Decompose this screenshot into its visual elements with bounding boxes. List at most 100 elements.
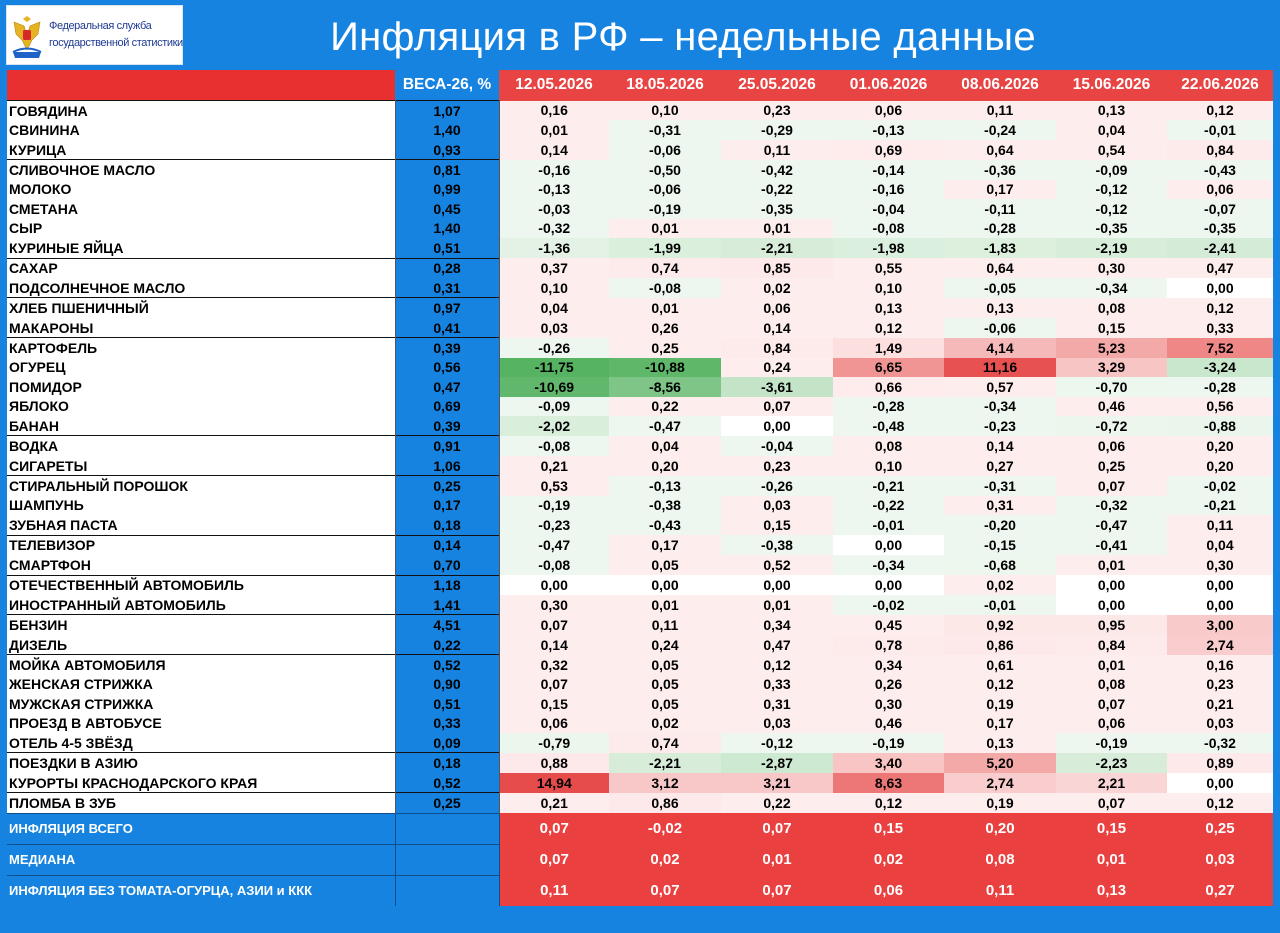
summary-name: ИНФЛЯЦИЯ БЕЗ ТОМАТА-ОГУРЦА, АЗИИ и ККК — [7, 874, 395, 906]
logo-line-2: государственной статистики — [49, 37, 183, 49]
item-value: -0,13 — [833, 120, 944, 140]
item-name: ПОЕЗДКИ В АЗИЮ — [7, 752, 396, 773]
item-value: 0,07 — [1056, 792, 1167, 814]
summary-value: 0,25 — [1167, 813, 1273, 845]
item-weight: 1,40 — [395, 120, 500, 140]
item-value: 0,12 — [833, 792, 944, 814]
table-row: КУРИЦА 0,93 0,14 -0,06 0,11 0,69 0,64 0,54 0,84 — [7, 139, 1273, 160]
item-value: 3,12 — [609, 772, 721, 793]
item-value: 0,33 — [721, 674, 833, 695]
item-value: 0,21 — [1167, 694, 1273, 714]
item-weight: 0,41 — [395, 317, 500, 338]
inflation-table: ВЕСА-26, % 12.05.2026 18.05.2026 25.05.202… — [7, 70, 1273, 906]
item-value: 0,04 — [609, 435, 721, 456]
item-value: 0,24 — [609, 634, 721, 655]
item-value: -2,19 — [1056, 238, 1167, 258]
item-value: -0,04 — [833, 199, 944, 219]
item-value: 3,21 — [721, 772, 833, 793]
item-value: 0,03 — [721, 495, 833, 516]
header-date: 25.05.2026 — [721, 70, 833, 101]
item-value: 14,94 — [499, 772, 609, 793]
item-weight: 0,28 — [395, 257, 500, 278]
item-value: 3,29 — [1056, 357, 1167, 378]
item-weight: 0,22 — [395, 634, 500, 655]
item-value: -0,06 — [609, 179, 721, 200]
item-value: 0,11 — [609, 614, 721, 635]
summary-value: 0,07 — [609, 875, 721, 906]
item-value: 0,16 — [1167, 654, 1273, 675]
header-bar: Федеральная служба государственной стати… — [0, 0, 1280, 70]
item-weight: 0,25 — [395, 475, 500, 496]
item-value: 5,20 — [944, 752, 1056, 773]
item-weight: 0,70 — [395, 555, 500, 575]
item-value: -0,26 — [499, 337, 609, 358]
item-weight: 0,90 — [395, 674, 500, 695]
table-row: СМЕТАНА 0,45 -0,03 -0,19 -0,35 -0,04 -0,11 -0,1… — [7, 199, 1273, 219]
item-value: 0,47 — [1167, 258, 1273, 278]
item-value: 0,14 — [721, 317, 833, 338]
item-value: -1,98 — [833, 238, 944, 258]
item-value: 0,20 — [609, 455, 721, 476]
item-value: 0,06 — [833, 100, 944, 121]
item-name: САХАР — [7, 257, 396, 278]
item-value: -0,38 — [609, 495, 721, 516]
item-weight: 0,81 — [395, 159, 500, 180]
summary-value: 0,02 — [609, 844, 721, 876]
item-value: 0,10 — [833, 277, 944, 298]
item-value: -0,35 — [1056, 218, 1167, 239]
item-value: 0,06 — [1056, 435, 1167, 456]
table-row: ЗУБНАЯ ПАСТА 0,18 -0,23 -0,43 0,15 -0,01 -0,20… — [7, 515, 1273, 536]
item-value: 0,46 — [833, 713, 944, 733]
item-value: 0,06 — [499, 713, 609, 733]
item-value: 0,15 — [721, 515, 833, 536]
item-value: 0,00 — [833, 575, 944, 595]
item-value: -0,07 — [1167, 199, 1273, 219]
item-value: 0,03 — [721, 713, 833, 733]
item-value: 0,03 — [1167, 713, 1273, 733]
item-value: 0,04 — [1167, 535, 1273, 556]
item-name: КУРОРТЫ КРАСНОДАРСКОГО КРАЯ — [7, 772, 396, 793]
item-value: 0,12 — [1167, 100, 1273, 121]
item-value: -10,69 — [499, 377, 609, 397]
item-name: ЖЕНСКАЯ СТРИЖКА — [7, 674, 396, 695]
header-date: 12.05.2026 — [499, 70, 609, 101]
item-value: -0,03 — [499, 199, 609, 219]
summary-value: 0,02 — [833, 844, 944, 876]
item-value: 0,11 — [1167, 515, 1273, 536]
table-row: ГОВЯДИНА 1,07 0,16 0,10 0,23 0,06 0,11 0,13 0,12 — [7, 100, 1273, 121]
table-row: ОТЕЧЕСТВЕННЫЙ АВТОМОБИЛЬ 1,18 0,00 0,00 0,00… — [7, 574, 1273, 595]
item-value: -2,21 — [609, 752, 721, 773]
item-value: 4,14 — [944, 337, 1056, 358]
table-row: ПЛОМБА В ЗУБ 0,25 0,21 0,86 0,22 0,12 0,19 0,07… — [7, 792, 1273, 814]
summary-value: 0,07 — [499, 844, 609, 876]
item-name: ПОДСОЛНЕЧНОЕ МАСЛО — [7, 277, 396, 298]
table-row: ЯБЛОКО 0,69 -0,09 0,22 0,07 -0,28 -0,34 0,46 0,5… — [7, 396, 1273, 416]
item-value: -3,24 — [1167, 357, 1273, 378]
item-weight: 0,17 — [395, 495, 500, 516]
item-name: КАРТОФЕЛЬ — [7, 337, 396, 358]
summary-value: 0,15 — [1056, 813, 1167, 845]
item-name: СЛИВОЧНОЕ МАСЛО — [7, 159, 396, 180]
item-value: 0,25 — [609, 337, 721, 358]
item-value: 0,19 — [944, 792, 1056, 814]
summary-value: 0,15 — [833, 813, 944, 845]
item-value: -10,88 — [609, 357, 721, 378]
summary-value: 0,07 — [721, 875, 833, 906]
item-value: -1,36 — [499, 238, 609, 258]
item-value: 0,85 — [721, 258, 833, 278]
item-name: СЫР — [7, 218, 396, 239]
item-value: -0,01 — [1167, 120, 1273, 140]
item-value: -0,08 — [499, 555, 609, 575]
item-value: 0,03 — [499, 317, 609, 338]
item-value: -0,43 — [1167, 159, 1273, 180]
summary-row: ИНФЛЯЦИЯ ВСЕГО 0,07 -0,02 0,07 0,15 0,20 0,15 0… — [7, 812, 1273, 845]
item-weight: 0,33 — [395, 713, 500, 733]
item-value: 0,89 — [1167, 752, 1273, 773]
item-value: 0,64 — [944, 139, 1056, 160]
item-value: 0,05 — [609, 654, 721, 675]
table-row: СИГАРЕТЫ 1,06 0,21 0,20 0,23 0,10 0,27 0,25 0,20 — [7, 455, 1273, 476]
table-row: ДИЗЕЛЬ 0,22 0,14 0,24 0,47 0,78 0,86 0,84 2,74 — [7, 634, 1273, 655]
summary-value: 0,11 — [499, 875, 609, 906]
summary-weight — [394, 843, 500, 876]
item-value: 5,23 — [1056, 337, 1167, 358]
